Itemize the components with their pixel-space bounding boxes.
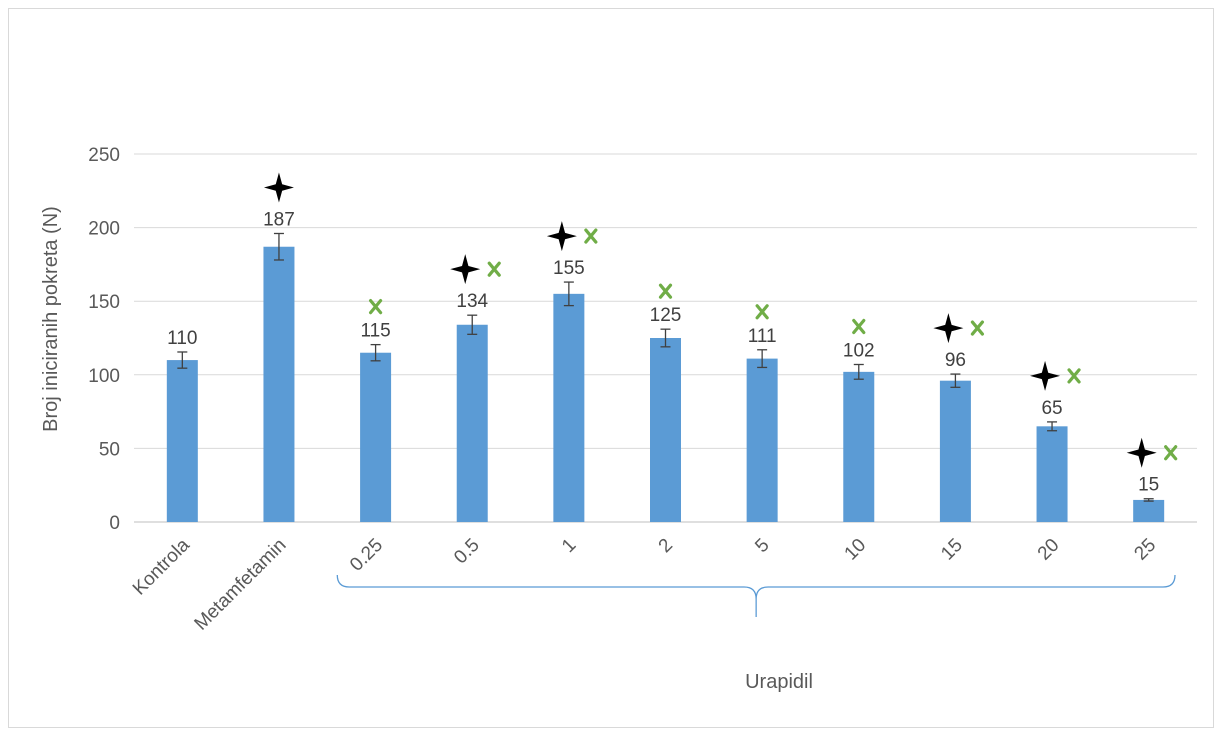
y-axis-title: Broj iniciranih pokreta (N) <box>40 206 62 432</box>
x-category-label: 25 <box>1130 535 1160 565</box>
cross-stroke <box>368 299 383 315</box>
cross-stroke <box>658 283 673 299</box>
data-label: 125 <box>650 305 682 326</box>
green-x-icon <box>1164 445 1178 461</box>
four-point-star-icon <box>263 172 294 203</box>
cross-stroke <box>852 318 866 335</box>
green-x-icon <box>368 299 383 315</box>
four-point-star-icon <box>933 313 964 344</box>
green-x-icon <box>487 261 501 277</box>
y-tick-label: 50 <box>99 439 120 460</box>
error-bars <box>177 232 1154 502</box>
four-point-star-icon <box>1126 437 1157 468</box>
x-category-label: Kontrola <box>129 534 194 599</box>
chart-frame: 0 50 100 150 200 250 110 187 115 134 155 125 111 102… <box>8 8 1214 728</box>
y-tick-label: 100 <box>88 366 120 387</box>
data-label: 65 <box>1041 398 1062 419</box>
x-category-label: 15 <box>937 535 967 565</box>
x-category-label: 2 <box>655 535 677 557</box>
green-x-icon <box>1067 368 1081 384</box>
data-label: 155 <box>553 258 585 279</box>
urapidil-group-brace <box>336 574 1176 617</box>
bar <box>553 293 585 522</box>
bar <box>746 358 778 522</box>
data-label: 96 <box>945 350 966 371</box>
data-label: 115 <box>360 321 390 342</box>
bar <box>1133 499 1165 522</box>
bar <box>843 371 875 522</box>
cross-stroke <box>970 320 985 336</box>
green-x-icon <box>755 304 769 320</box>
bar <box>939 380 971 522</box>
data-label: 111 <box>748 326 777 347</box>
bar <box>166 360 198 522</box>
green-x-icon <box>970 320 985 336</box>
cross-stroke <box>1067 368 1081 384</box>
data-labels: 110 187 115 134 155 125 111 102 96 65 15 <box>167 209 1159 495</box>
cross-stroke <box>584 228 598 244</box>
x-category-label: 0.5 <box>450 535 484 569</box>
y-axis-ticks: 0 50 100 150 200 250 <box>88 145 120 534</box>
y-tick-label: 250 <box>88 145 120 166</box>
x-category-label: Metamfetamin <box>191 535 291 635</box>
y-tick-label: 0 <box>109 513 120 534</box>
group-brace-path <box>336 574 1176 600</box>
cross-stroke <box>755 304 769 320</box>
data-label: 134 <box>456 291 488 312</box>
x-category-label: 10 <box>841 535 871 565</box>
green-x-icon <box>852 318 866 335</box>
four-point-star-icon <box>450 254 481 285</box>
x-category-label: 5 <box>751 535 773 557</box>
bars <box>166 246 1165 522</box>
data-label: 187 <box>263 209 295 230</box>
x-axis-group-title: Urapidil <box>745 671 813 693</box>
data-label: 102 <box>843 340 875 361</box>
bar <box>650 338 681 522</box>
bar <box>360 352 392 522</box>
x-category-label: 0.25 <box>346 535 387 576</box>
data-label: 15 <box>1138 475 1159 496</box>
y-tick-label: 200 <box>88 219 120 240</box>
bar <box>263 246 295 522</box>
significance-markers <box>263 172 1178 468</box>
four-point-star-icon <box>1030 360 1061 391</box>
four-point-star-icon <box>546 221 577 252</box>
bar <box>456 324 488 522</box>
cross-stroke <box>487 261 501 277</box>
green-x-icon <box>658 283 673 299</box>
cross-stroke <box>1164 445 1178 461</box>
x-category-label: 1 <box>558 535 580 557</box>
y-tick-label: 150 <box>88 292 120 313</box>
green-x-icon <box>584 228 598 244</box>
data-label: 110 <box>167 328 197 349</box>
x-category-label: 20 <box>1034 535 1064 565</box>
bar <box>1036 426 1068 522</box>
